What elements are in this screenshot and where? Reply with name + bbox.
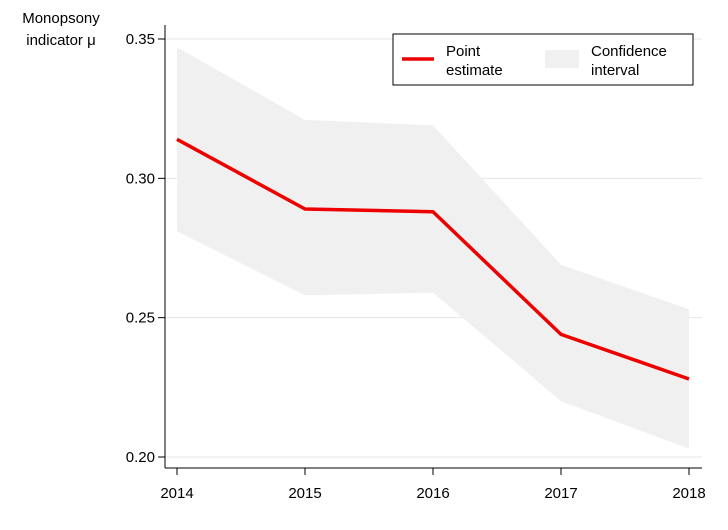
y-axis-title-line1: Monopsony (22, 10, 100, 27)
legend-point-label-line1: Point (446, 43, 481, 60)
x-axis-ticks: 2014 2015 2016 2017 2018 (160, 468, 706, 502)
x-tick-label-2017: 2017 (544, 485, 577, 502)
y-axis-title-line2: indicator μ (26, 32, 96, 49)
y-tick-label-0.30: 0.30 (126, 170, 155, 187)
y-tick-label-0.20: 0.20 (126, 449, 155, 466)
x-tick-label-2018: 2018 (672, 485, 705, 502)
x-tick-label-2015: 2015 (288, 485, 321, 502)
legend-ci-label-line1: Confidence (591, 43, 667, 60)
y-tick-label-0.25: 0.25 (126, 310, 155, 327)
x-tick-label-2016: 2016 (416, 485, 449, 502)
y-tick-label-0.35: 0.35 (126, 31, 155, 48)
x-tick-label-2014: 2014 (160, 485, 193, 502)
confidence-band (177, 47, 689, 449)
legend-band-swatch (545, 50, 579, 68)
legend-ci-label-line2: interval (591, 62, 639, 79)
y-axis-ticks: 0.20 0.25 0.30 0.35 (126, 31, 165, 466)
legend-box (392, 33, 694, 86)
point-estimate-line (176, 137, 690, 381)
legend: Point estimate Confidence interval (392, 33, 694, 86)
legend-point-label-line2: estimate (446, 62, 503, 79)
